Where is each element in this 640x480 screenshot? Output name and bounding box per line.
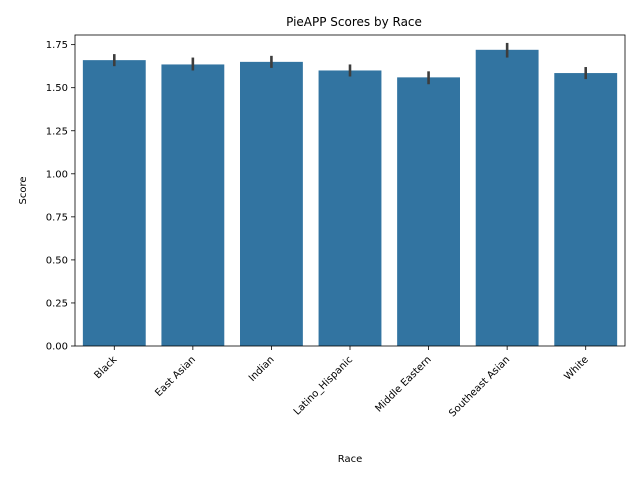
y-tick-label: 0.50	[46, 255, 68, 266]
y-tick-label: 1.50	[46, 83, 68, 94]
x-axis-label: Race	[338, 454, 363, 465]
bar-latino-hispanic	[318, 70, 382, 346]
bar-white	[554, 73, 618, 346]
bar-east-asian	[161, 64, 225, 346]
bar-middle-eastern	[397, 77, 460, 347]
chart-title: PieAPP Scores by Race	[286, 15, 422, 29]
x-axis: Black East Asian Indian Latino_Hispanic Midd…	[92, 346, 591, 419]
y-tick-label: 0.75	[46, 212, 68, 223]
bar-black	[82, 60, 146, 346]
y-axis: 0.00 0.25 0.50 0.75 1.00 1.25 1.50 1.75	[46, 40, 75, 353]
error-bars-group	[112, 42, 588, 85]
plot-frame	[74, 34, 626, 347]
y-axis-label: Score	[18, 176, 29, 204]
y-tick-label: 1.00	[46, 169, 68, 180]
x-tick-label: Southeast Asian	[447, 354, 512, 419]
x-tick-label: White	[562, 354, 590, 382]
y-tick-label: 1.25	[46, 126, 68, 137]
y-tick-label: 0.00	[46, 342, 68, 353]
x-tick-label: Middle Eastern	[373, 354, 433, 414]
y-tick-label: 0.25	[46, 298, 68, 309]
x-tick-label: East Asian	[153, 354, 198, 399]
bars-group	[82, 49, 618, 347]
x-tick-label: Indian	[247, 354, 277, 384]
x-tick-label: Latino_Hispanic	[292, 354, 355, 417]
bar-indian	[240, 61, 303, 347]
y-tick-label: 1.75	[46, 40, 68, 51]
bar-southeast-asian	[475, 49, 539, 347]
x-tick-label: Black	[92, 354, 119, 381]
